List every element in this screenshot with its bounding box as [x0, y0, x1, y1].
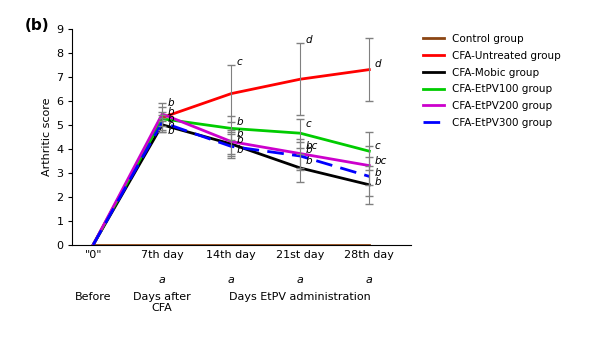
Text: b: b — [375, 177, 382, 188]
Text: b: b — [306, 156, 312, 166]
Text: Before: Before — [75, 292, 112, 302]
Text: b: b — [306, 145, 312, 155]
Text: d: d — [306, 35, 312, 45]
Text: b: b — [237, 129, 243, 139]
Text: b: b — [168, 107, 175, 117]
Text: bc: bc — [306, 141, 318, 152]
Legend: Control group, CFA-Untreated group, CFA-Mobic group, CFA-EtPV100 group, CFA-EtPV: Control group, CFA-Untreated group, CFA-… — [423, 34, 561, 128]
Text: a: a — [366, 275, 373, 285]
Text: Days after
CFA: Days after CFA — [133, 292, 191, 313]
Text: (b): (b) — [25, 18, 50, 33]
Text: b: b — [237, 135, 243, 145]
Text: c: c — [375, 141, 381, 152]
Text: b: b — [237, 145, 243, 155]
Text: Days EtPV administration: Days EtPV administration — [230, 292, 371, 302]
Y-axis label: Arthritic score: Arthritic score — [42, 98, 52, 176]
Text: a: a — [159, 275, 165, 285]
Text: b: b — [375, 168, 382, 178]
Text: c: c — [237, 57, 243, 67]
Text: c: c — [306, 118, 312, 129]
Text: b: b — [168, 126, 175, 136]
Text: bc: bc — [375, 156, 387, 166]
Text: b: b — [168, 114, 175, 124]
Text: b: b — [237, 117, 243, 127]
Text: d: d — [375, 59, 382, 69]
Text: a: a — [228, 275, 235, 285]
Text: b: b — [168, 120, 175, 130]
Text: b: b — [168, 98, 175, 108]
Text: a: a — [297, 275, 304, 285]
